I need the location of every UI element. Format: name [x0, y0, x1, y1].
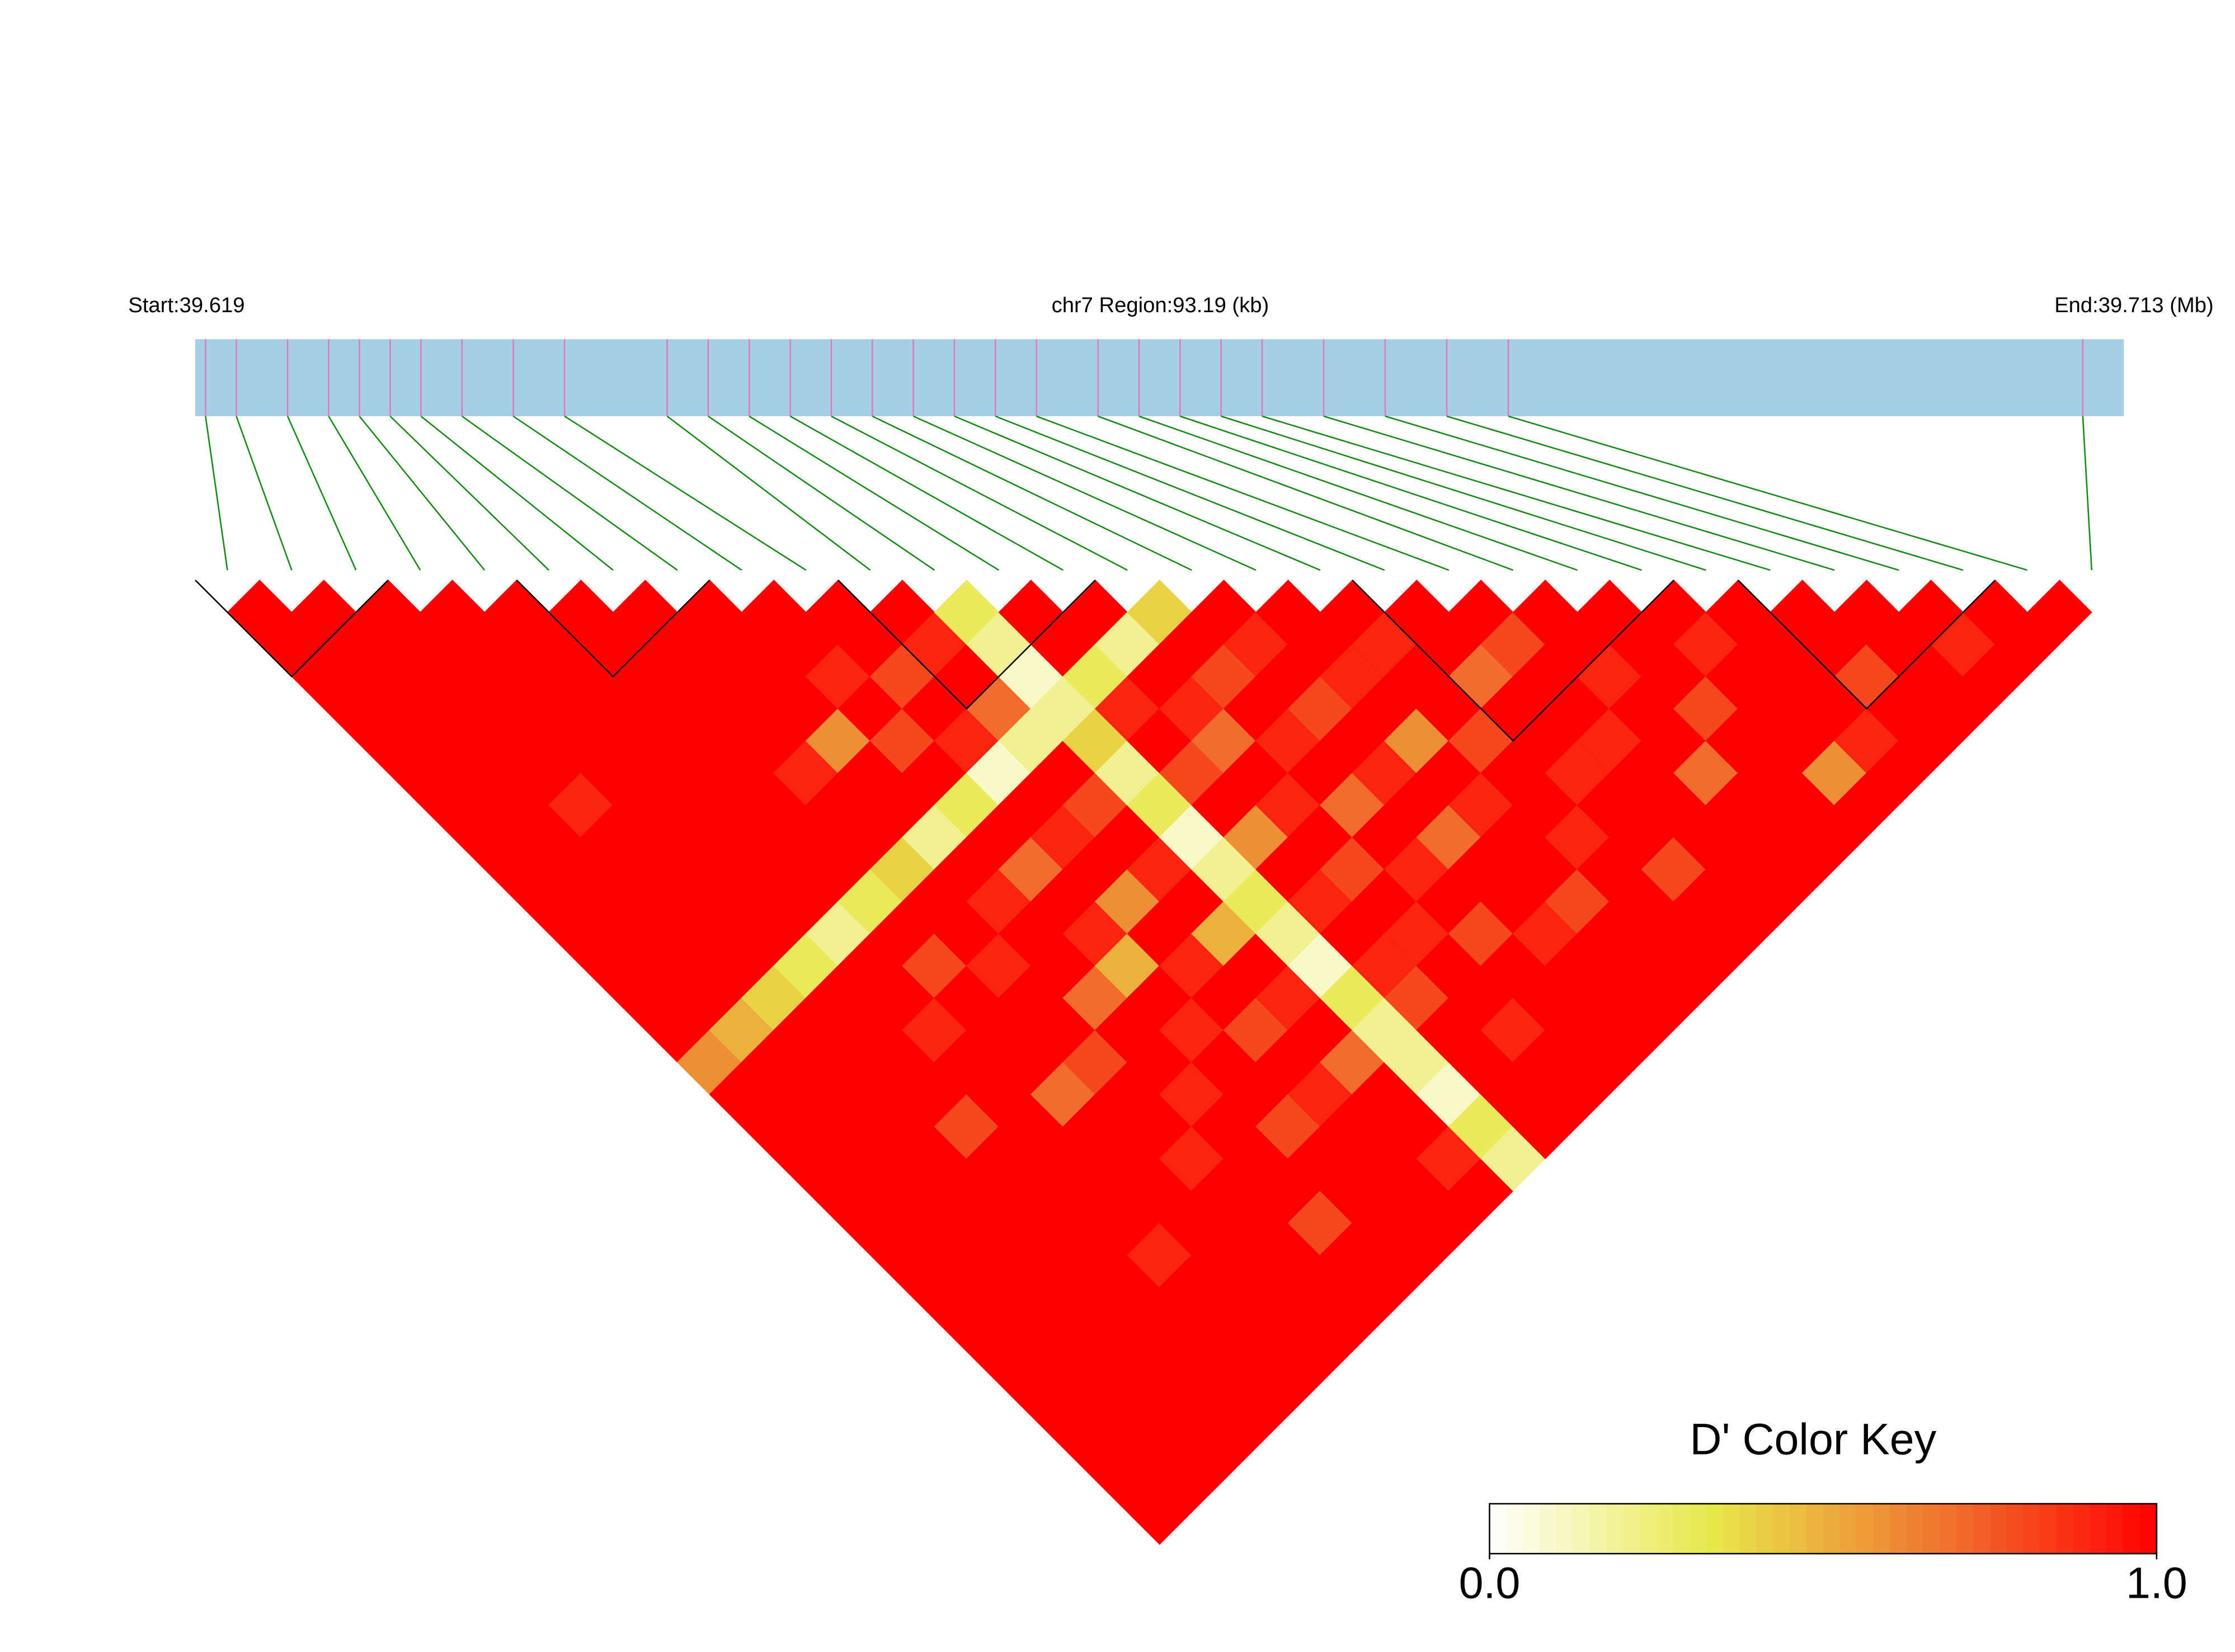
- color-key-swatch: [2073, 1503, 2091, 1554]
- color-key-swatch: [1806, 1503, 1824, 1554]
- color-key-swatch: [1856, 1503, 1874, 1554]
- color-key-swatch: [1506, 1503, 1524, 1554]
- color-key-swatch: [2040, 1503, 2058, 1554]
- color-key-swatch: [1989, 1503, 2007, 1554]
- color-key-swatch: [2090, 1503, 2107, 1554]
- snp-connector: [666, 415, 871, 571]
- snp-connector: [359, 416, 486, 571]
- region-bar: [195, 339, 2124, 416]
- ld-block: [1352, 580, 1674, 742]
- snp-connector: [1508, 415, 2028, 571]
- snp-connector: [1221, 415, 1706, 571]
- snp-connector: [205, 416, 228, 571]
- color-key-swatch: [1790, 1503, 1808, 1554]
- color-key-swatch: [2023, 1503, 2041, 1554]
- snp-connector: [462, 415, 678, 571]
- color-key-swatch: [1573, 1503, 1591, 1554]
- color-key-swatch: [1940, 1503, 1958, 1554]
- color-key-swatch: [1906, 1503, 1924, 1554]
- color-key-swatch: [2006, 1503, 2024, 1554]
- color-key-swatch: [1923, 1503, 1941, 1554]
- snp-connector: [1036, 415, 1450, 571]
- snp-connector: [831, 415, 1128, 571]
- color-key-swatch: [1706, 1503, 1724, 1554]
- snp-connector: [789, 415, 1064, 571]
- snp-connector: [1098, 415, 1514, 571]
- snp-connector: [389, 416, 549, 571]
- color-key-swatch: [2057, 1503, 2074, 1554]
- snp-connector: [1446, 415, 1964, 571]
- color-key-swatch: [1690, 1503, 1707, 1554]
- color-key-swatch: [1539, 1503, 1557, 1554]
- snp-connector: [512, 415, 742, 571]
- color-key-swatch: [1839, 1503, 1857, 1554]
- snp-connector: [328, 416, 421, 571]
- color-key-label: 1.0: [2126, 1559, 2187, 1608]
- snp-connector: [913, 415, 1257, 571]
- color-key-swatch: [1889, 1503, 1907, 1554]
- snp-connector: [286, 416, 357, 571]
- snp-connector: [1262, 415, 1771, 571]
- color-key-swatch: [1773, 1503, 1791, 1554]
- color-key-swatch: [1973, 1503, 1991, 1554]
- ld-cell: [2027, 580, 2092, 645]
- color-key-swatch: [2140, 1503, 2158, 1554]
- color-key-swatch: [2106, 1503, 2124, 1554]
- snp-connector: [1323, 415, 1835, 571]
- ld-block: [837, 580, 1096, 710]
- start-label: Start:39.619: [128, 293, 244, 317]
- color-key-swatch: [1589, 1503, 1607, 1554]
- snp-connector: [954, 415, 1321, 571]
- ld-block: [516, 580, 711, 678]
- color-key-swatch: [2123, 1503, 2141, 1554]
- color-key-swatch: [1622, 1503, 1641, 1554]
- snp-connector: [236, 416, 293, 571]
- chart-title: chr7 Region:93.19 (kb): [1052, 293, 1269, 317]
- snp-connector: [995, 415, 1385, 571]
- snp-connector: [564, 415, 807, 571]
- snp-connector: [872, 415, 1192, 571]
- snp-connector: [708, 415, 935, 571]
- color-key-swatch: [1673, 1503, 1691, 1554]
- color-key-swatch: [1956, 1503, 1974, 1554]
- color-key-swatch: [1823, 1503, 1841, 1554]
- snp-connector: [1138, 415, 1578, 571]
- ld-block: [195, 580, 389, 678]
- color-key-frame: [1489, 1503, 2158, 1555]
- end-label: End:39.713 (Mb): [2054, 293, 2214, 317]
- color-key-swatch: [1639, 1503, 1657, 1554]
- snp-connector: [749, 415, 1000, 571]
- color-key-title: D' Color Key: [1690, 1414, 1936, 1463]
- color-key-swatch: [1523, 1503, 1541, 1554]
- color-key-swatch: [1739, 1503, 1757, 1554]
- color-key-swatch: [1489, 1503, 1507, 1554]
- color-key-swatch: [1606, 1503, 1624, 1554]
- color-key-swatch: [1723, 1503, 1740, 1554]
- color-key-swatch: [1656, 1503, 1674, 1554]
- snp-connector: [420, 416, 614, 571]
- color-key-swatch: [1556, 1503, 1574, 1554]
- snp-connector: [1385, 415, 1899, 571]
- snp-connector: [2082, 416, 2093, 571]
- color-key-swatch: [1756, 1503, 1774, 1554]
- color-key-label: 0.0: [1459, 1559, 1521, 1608]
- color-key-swatch: [1873, 1503, 1891, 1554]
- ld-block: [1737, 580, 1996, 710]
- snp-connector: [1179, 415, 1642, 571]
